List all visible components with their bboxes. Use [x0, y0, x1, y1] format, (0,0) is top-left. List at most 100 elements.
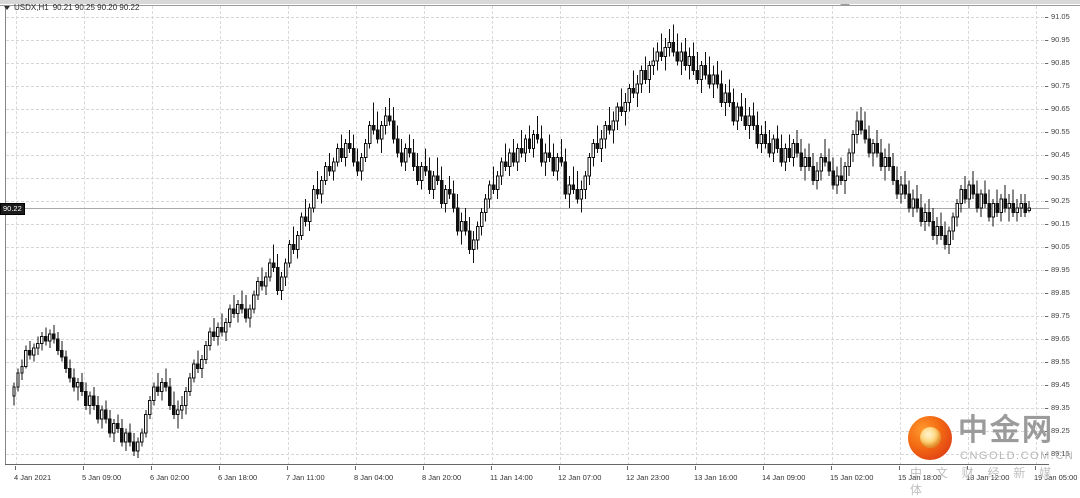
gridline-vertical	[832, 6, 833, 465]
gridline-vertical	[424, 6, 425, 465]
time-tick-label: 6 Jan 18:00	[218, 473, 258, 482]
price-tick-label: 89.25	[1051, 425, 1070, 435]
candlestick-series	[12, 24, 1031, 459]
ohlc-values: 90.21 90.25 90.20 90.22	[52, 3, 140, 12]
time-tick-mark	[627, 466, 628, 470]
price-tick-label: 89.45	[1051, 379, 1070, 389]
gridline-horizontal	[6, 132, 1049, 134]
time-tick-label: 15 Jan 02:00	[830, 473, 874, 482]
gridline-horizontal	[6, 63, 1049, 65]
time-tick-label: 7 Jan 11:00	[286, 473, 325, 482]
gridline-horizontal	[6, 201, 1049, 203]
price-tick-label: 90.65	[1051, 104, 1070, 114]
current-price-tag: 90.22	[0, 202, 25, 215]
price-tick-label: 89.95	[1051, 264, 1070, 274]
price-tick-mark	[1045, 453, 1048, 455]
price-tick-mark	[1045, 63, 1048, 65]
price-tick-label: 90.55	[1051, 127, 1070, 137]
time-tick-mark	[15, 466, 16, 470]
time-tick-label: 8 Jan 20:00	[422, 473, 462, 482]
symbol-label: USDX,H1	[14, 3, 49, 12]
gridline-horizontal	[6, 407, 1049, 409]
time-tick-label: 4 Jan 2021	[14, 473, 52, 482]
horizontal-scrollbar[interactable]	[0, 0, 1080, 6]
gridline-vertical	[16, 6, 17, 465]
gridline-vertical	[288, 6, 289, 465]
price-tick-mark	[1045, 224, 1048, 226]
price-tick-label: 89.55	[1051, 356, 1070, 366]
gridline-horizontal	[6, 361, 1049, 363]
time-tick-label: 15 Jan 18:00	[898, 473, 942, 482]
price-tick-mark	[1045, 269, 1048, 271]
gridline-horizontal	[6, 384, 1049, 386]
scrollbar-thumb[interactable]	[0, 0, 1080, 4]
time-tick-mark	[1035, 466, 1036, 470]
time-tick-mark	[899, 466, 900, 470]
price-tick-mark	[1045, 155, 1048, 157]
price-axis[interactable]: 91.05 90.95 90.85 90.75 90.65 90.55 90.45 90.35…	[1045, 6, 1080, 465]
gridline-vertical	[220, 6, 221, 465]
price-tick-label: 90.45	[1051, 150, 1070, 160]
price-tick-label: 90.35	[1051, 173, 1070, 183]
price-tick-label: 90.25	[1051, 196, 1070, 206]
time-tick-mark	[219, 466, 220, 470]
time-tick-mark	[695, 466, 696, 470]
time-tick-mark	[491, 466, 492, 470]
gridline-vertical	[152, 6, 153, 465]
gridline-horizontal	[6, 338, 1049, 340]
time-tick-mark	[967, 466, 968, 470]
gridline-horizontal	[6, 292, 1049, 294]
price-tick-label: 89.75	[1051, 310, 1070, 320]
gridline-vertical	[628, 6, 629, 465]
price-tick-mark	[1045, 315, 1048, 317]
gridline-horizontal	[6, 430, 1049, 432]
time-tick-mark	[287, 466, 288, 470]
gridline-horizontal	[6, 269, 1049, 271]
gridline-vertical	[560, 6, 561, 465]
price-tick-mark	[1045, 132, 1048, 134]
time-tick-mark	[83, 466, 84, 470]
axis-bottom-line	[5, 464, 1049, 465]
price-tick-label: 90.05	[1051, 241, 1070, 251]
price-tick-mark	[1045, 407, 1048, 409]
time-tick-label: 11 Jan 14:00	[490, 473, 533, 482]
symbol-header: USDX,H1 90.21 90.25 90.20 90.22	[4, 2, 139, 13]
gridline-vertical	[900, 6, 901, 465]
time-tick-label: 12 Jan 07:00	[558, 473, 602, 482]
current-price-line	[6, 207, 1049, 209]
time-tick-label: 18 Jan 12:00	[966, 473, 1010, 482]
gridline-vertical	[492, 6, 493, 465]
gridline-horizontal	[6, 17, 1049, 19]
triangle-down-icon[interactable]	[4, 5, 10, 10]
time-tick-label: 8 Jan 04:00	[354, 473, 394, 482]
gridline-horizontal	[6, 109, 1049, 111]
price-tick-mark	[1045, 17, 1048, 19]
price-tick-label: 90.85	[1051, 58, 1070, 68]
gridline-vertical	[1036, 6, 1037, 465]
price-tick-label: 91.05	[1051, 12, 1070, 22]
price-tick-label: 89.65	[1051, 333, 1070, 343]
gridline-horizontal	[6, 40, 1049, 42]
gridline-vertical	[84, 6, 85, 465]
price-tick-mark	[1045, 338, 1048, 340]
gridline-vertical	[968, 6, 969, 465]
time-tick-mark	[559, 466, 560, 470]
time-axis[interactable]: 4 Jan 2021 5 Jan 09:00 6 Jan 02:00 6 Jan 18…	[0, 466, 1080, 488]
time-tick-label: 6 Jan 02:00	[150, 473, 190, 482]
price-tick-mark	[1045, 109, 1048, 111]
price-tick-mark	[1045, 246, 1048, 248]
price-tick-label: 90.95	[1051, 35, 1070, 45]
price-tick-mark	[1045, 178, 1048, 180]
price-tick-mark	[1045, 201, 1048, 203]
gridline-horizontal	[6, 86, 1049, 88]
gridline-horizontal	[6, 453, 1049, 455]
time-tick-mark	[763, 466, 764, 470]
time-tick-label: 19 Jan 05:00	[1034, 473, 1078, 482]
gridline-horizontal	[6, 155, 1049, 157]
time-tick-label: 5 Jan 09:00	[82, 473, 122, 482]
time-tick-mark	[151, 466, 152, 470]
price-tick-label: 89.15	[1051, 448, 1070, 458]
gridline-horizontal	[6, 315, 1049, 317]
chart-plot-area[interactable]	[5, 6, 1050, 465]
